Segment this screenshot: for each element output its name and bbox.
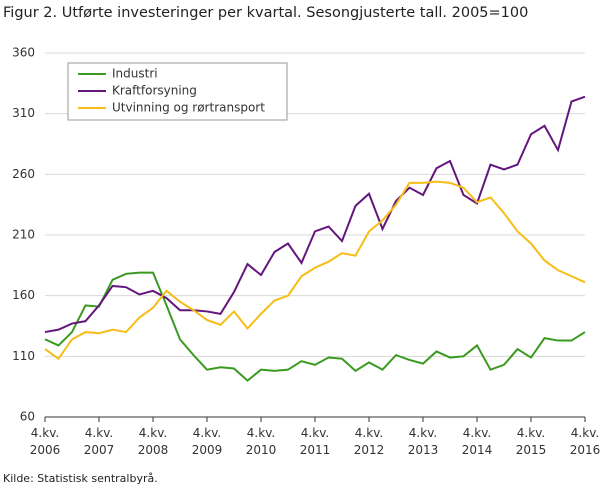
y-tick-label: 310: [12, 106, 35, 120]
x-tick-label: 4.kv. 2008: [137, 426, 169, 457]
x-tick-label: 4.kv. 2012: [353, 426, 385, 457]
x-tick-label: 4.kv. 2011: [299, 426, 331, 457]
y-tick-label: 210: [12, 228, 35, 242]
y-tick-label: 60: [20, 410, 35, 424]
x-tick-label: 4.kv. 2015: [515, 426, 547, 457]
legend: Industri Kraftforsyning Utvinning og rørtr…: [67, 62, 288, 121]
x-tick-label: 4.kv. 2009: [191, 426, 223, 457]
source-note: Kilde: Statistisk sentralbyrå.: [3, 472, 158, 485]
x-tick-label: 4.kv. 2010: [245, 426, 277, 457]
chart-title: Figur 2. Utførte investeringer per kvart…: [3, 5, 529, 21]
x-tick-label: 4.kv. 2006: [29, 426, 61, 457]
y-tick-label: 360: [12, 46, 35, 60]
x-tick-label: 4.kv. 2014: [461, 426, 493, 457]
x-tick-label: 4.kv. 2007: [83, 426, 115, 457]
legend-label: Industri: [112, 67, 158, 81]
legend-label: Kraftforsyning: [112, 84, 197, 98]
y-tick-label: 260: [12, 167, 35, 181]
x-tick-label: 4.kv. 2016: [569, 426, 601, 457]
series-line: [44, 180, 586, 361]
y-tick-label: 160: [12, 288, 35, 302]
legend-label: Utvinning og rørtransport: [112, 101, 265, 115]
y-tick-label: 110: [12, 349, 35, 363]
series-line: [44, 271, 586, 382]
series-line: [44, 95, 586, 334]
x-tick-label: 4.kv. 2013: [407, 426, 439, 457]
